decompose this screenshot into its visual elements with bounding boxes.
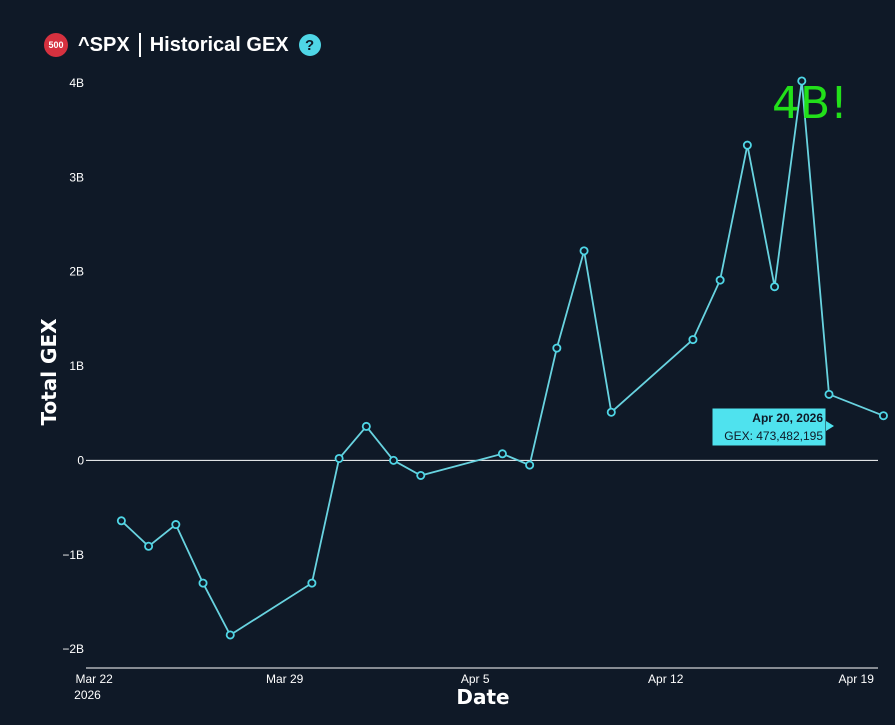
y-tick-label: 1B bbox=[69, 359, 84, 373]
data-point[interactable] bbox=[171, 520, 181, 530]
data-point[interactable] bbox=[552, 343, 562, 353]
chart-header: 500 ^SPX Historical GEX ? bbox=[44, 30, 321, 60]
data-point[interactable] bbox=[144, 541, 154, 551]
data-point[interactable] bbox=[688, 335, 698, 345]
header-divider bbox=[138, 33, 141, 57]
x-tick-label: Apr 5 bbox=[461, 672, 490, 686]
x-tick-label: Mar 22 bbox=[75, 672, 113, 686]
data-point[interactable] bbox=[715, 275, 725, 285]
gex-series-line bbox=[120, 80, 884, 637]
data-point[interactable] bbox=[824, 389, 834, 399]
chart-title: Historical GEX bbox=[149, 33, 289, 56]
data-point[interactable] bbox=[797, 76, 807, 86]
data-point[interactable] bbox=[361, 421, 371, 431]
y-tick-label: −2B bbox=[62, 642, 84, 656]
hover-tooltip: Apr 20, 2026 GEX: 473,482,195 bbox=[711, 407, 834, 447]
data-point[interactable] bbox=[579, 246, 589, 256]
x-tick-year-label: 2026 bbox=[74, 688, 101, 702]
y-tick-label: 4B bbox=[69, 76, 84, 90]
y-axis-title: Total GEX bbox=[37, 318, 61, 426]
question-mark-icon[interactable]: ? bbox=[298, 34, 321, 56]
spx-500-badge-icon: 500 bbox=[44, 33, 68, 57]
data-point[interactable] bbox=[334, 453, 344, 463]
data-point[interactable] bbox=[606, 407, 616, 417]
tooltip-pointer bbox=[826, 421, 834, 431]
data-point[interactable] bbox=[116, 516, 126, 526]
data-point[interactable] bbox=[307, 578, 317, 588]
y-tick-labels: 4B 3B 2B 1B 0 −1B −2B bbox=[62, 76, 84, 656]
grid-layer bbox=[86, 459, 878, 669]
data-point[interactable] bbox=[878, 411, 888, 421]
data-point[interactable] bbox=[389, 455, 399, 465]
y-tick-label: 2B bbox=[69, 265, 84, 279]
y-tick-label: −1B bbox=[62, 548, 84, 562]
data-point[interactable] bbox=[225, 630, 235, 640]
data-point[interactable] bbox=[497, 449, 507, 459]
data-point[interactable] bbox=[770, 282, 780, 292]
data-point[interactable] bbox=[742, 140, 752, 150]
x-axis-title: Date bbox=[456, 685, 509, 709]
y-tick-label: 0 bbox=[77, 453, 84, 467]
x-tick-labels: Mar 22 2026 Mar 29 Apr 5 Apr 12 Apr 19 bbox=[74, 672, 874, 702]
y-tick-label: 3B bbox=[69, 170, 84, 184]
data-point[interactable] bbox=[198, 578, 208, 588]
ticker-symbol: ^SPX bbox=[78, 33, 130, 56]
gex-markers bbox=[116, 76, 888, 640]
annotation-4b: 4B! bbox=[772, 78, 848, 129]
x-tick-label: Apr 12 bbox=[648, 672, 684, 686]
x-tick-label: Mar 29 bbox=[266, 672, 304, 686]
data-point[interactable] bbox=[525, 460, 535, 470]
data-point[interactable] bbox=[416, 470, 426, 480]
tooltip-date: Apr 20, 2026 bbox=[752, 411, 823, 425]
x-tick-label: Apr 19 bbox=[839, 672, 875, 686]
tooltip-value: GEX: 473,482,195 bbox=[724, 429, 823, 443]
tooltip-box bbox=[711, 407, 827, 447]
